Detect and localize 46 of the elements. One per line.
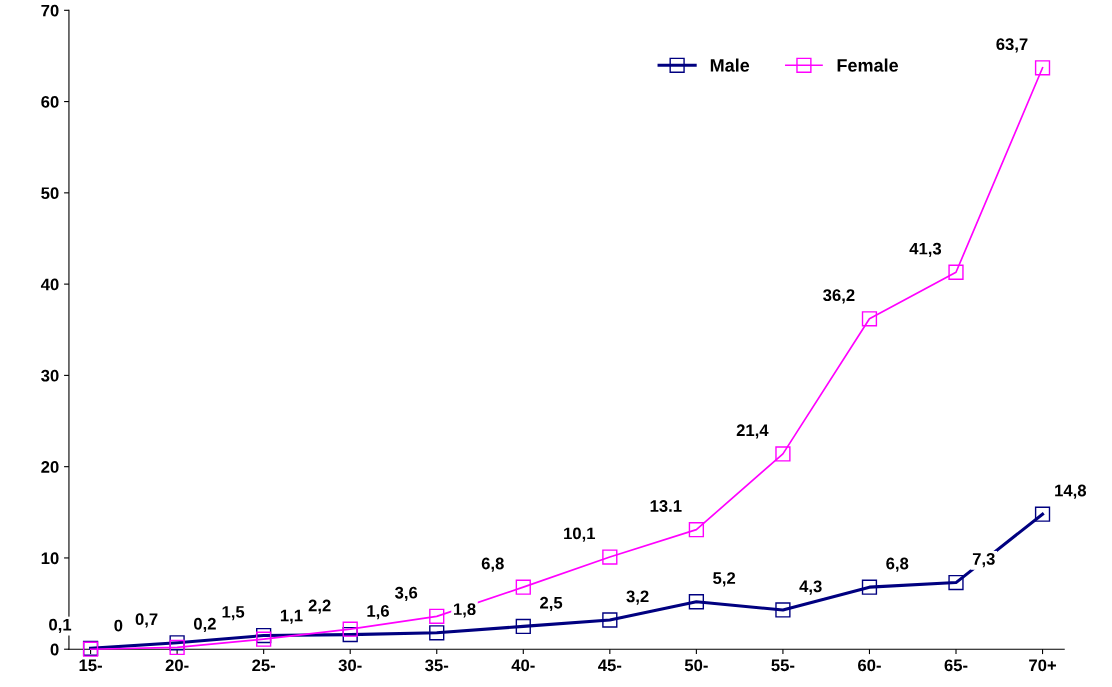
data-label: 3,2 xyxy=(626,590,649,605)
data-label: 0,1 xyxy=(49,618,72,633)
x-tick-label: 70+ xyxy=(1029,659,1057,672)
data-label: 41,3 xyxy=(909,242,942,257)
data-label: 1,8 xyxy=(453,603,476,618)
y-tick-label: 60 xyxy=(41,95,59,108)
data-label: 1,1 xyxy=(280,609,303,624)
x-tick-label: 60- xyxy=(858,659,881,672)
x-tick-label: 35- xyxy=(425,659,449,672)
y-tick-label: 40 xyxy=(40,278,59,291)
data-label: 3,6 xyxy=(394,586,418,602)
x-tick-label: 40- xyxy=(511,659,535,672)
x-tick-label: 45- xyxy=(598,659,622,672)
legend-label: Female xyxy=(837,58,899,72)
data-label: 5,2 xyxy=(713,572,736,587)
data-label: 0 xyxy=(114,619,123,632)
legend-label: Male xyxy=(710,58,750,72)
data-label: 63,7 xyxy=(996,38,1028,53)
x-tick-label: 20- xyxy=(165,659,189,672)
x-tick-label: 25- xyxy=(252,659,276,672)
y-tick-label: 10 xyxy=(41,552,59,565)
data-label: 2,5 xyxy=(540,596,563,612)
x-tick-label: 15- xyxy=(79,659,102,672)
data-label: 36,2 xyxy=(823,289,855,304)
data-label: 0,7 xyxy=(135,613,158,628)
y-tick-label: 30 xyxy=(41,369,59,382)
y-tick-label: 50 xyxy=(41,187,59,200)
y-tick-label: 20 xyxy=(41,461,59,473)
x-tick-label: 30- xyxy=(338,659,362,672)
data-label: 0,2 xyxy=(193,617,216,633)
data-label: 21,4 xyxy=(736,424,769,439)
y-tick-label: 70 xyxy=(41,4,59,17)
data-label: 10,1 xyxy=(564,527,596,542)
data-label: 6,8 xyxy=(886,557,909,572)
data-label: 7,3 xyxy=(972,553,995,568)
y-tick-label: 0 xyxy=(50,643,59,656)
x-tick-label: 55- xyxy=(771,659,795,672)
data-label: 13.1 xyxy=(650,500,682,512)
data-label: 6,8 xyxy=(481,557,504,572)
x-tick-label: 65- xyxy=(944,659,968,672)
data-label: 4,3 xyxy=(799,580,822,595)
data-label: 1,5 xyxy=(222,606,245,621)
data-label: 2,2 xyxy=(308,599,331,614)
data-label: 1,6 xyxy=(367,605,389,620)
data-label: 14,8 xyxy=(1055,484,1087,499)
x-tick-label: 50- xyxy=(684,659,708,672)
